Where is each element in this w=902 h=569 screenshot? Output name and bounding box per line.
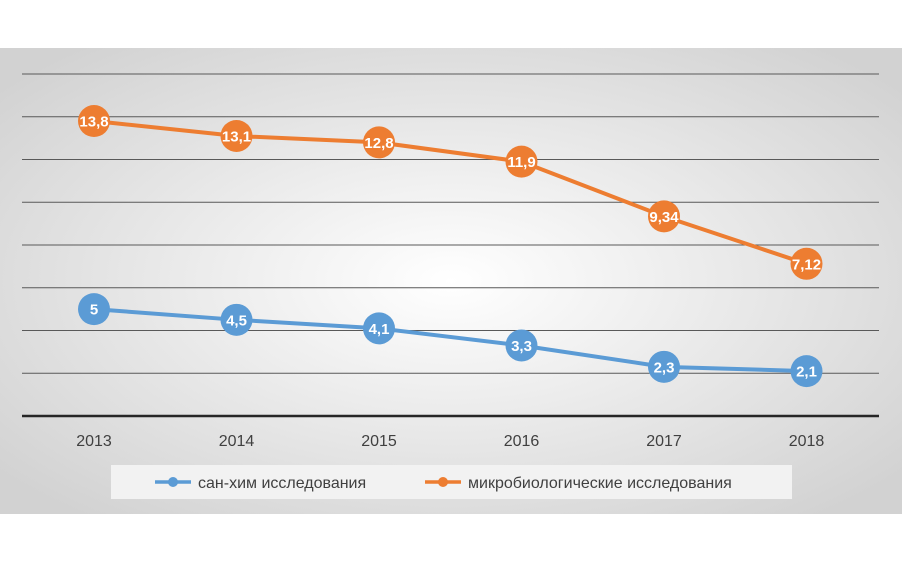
x-tick-label: 2018: [789, 433, 825, 450]
data-point: [505, 145, 538, 178]
data-point: [648, 200, 680, 233]
x-tick-label: 2017: [646, 433, 682, 450]
legend-item: микробиологические исследования: [425, 475, 732, 492]
x-tick-label: 2013: [76, 433, 112, 450]
legend-label: сан-хим исследования: [198, 475, 366, 492]
data-label: 4,5: [226, 312, 247, 329]
data-point: [790, 355, 823, 388]
data-label: 2,1: [796, 364, 817, 381]
data-point: [78, 105, 110, 138]
data-point: [363, 312, 395, 345]
x-tick-label: 2016: [504, 433, 540, 450]
series: 5 4,5 4,1 3,3 2,3 2,1: [78, 293, 823, 388]
data-point: [790, 247, 823, 280]
chart-background: [0, 48, 902, 514]
x-axis-tick-labels: 2013 2014 2015 2016 2017 2018: [76, 433, 824, 450]
data-point: [505, 329, 538, 362]
data-label: 5: [90, 302, 98, 319]
data-label: 9,34: [649, 209, 679, 226]
gridlines: [22, 73, 879, 374]
series-layer: 5 4,5 4,1 3,3 2,3 2,1 13,8 13,1 12,8 11,9 9,34 7,12: [78, 105, 823, 388]
x-tick-label: 2014: [219, 433, 255, 450]
data-label: 12,8: [364, 135, 393, 152]
data-point: [363, 126, 395, 159]
x-tick-label: 2015: [361, 433, 397, 450]
data-label: 4,1: [369, 321, 390, 338]
legend-marker: [438, 477, 448, 487]
data-label: 13,1: [222, 128, 251, 145]
data-point: [78, 293, 110, 326]
data-point: [648, 350, 680, 383]
data-label: 7,12: [792, 256, 821, 273]
data-point: [220, 119, 253, 152]
series-line: [92, 119, 809, 266]
legend-item: сан-хим исследования: [155, 475, 366, 492]
legend: сан-хим исследования микробиологические и…: [111, 465, 792, 499]
data-label: 2,3: [654, 359, 675, 376]
series-line: [92, 307, 809, 374]
legend-marker: [168, 477, 178, 487]
legend-label: микробиологические исследования: [468, 475, 732, 492]
data-label: 13,8: [79, 114, 108, 131]
data-label: 3,3: [511, 338, 532, 355]
series: 13,8 13,1 12,8 11,9 9,34 7,12: [78, 105, 823, 280]
data-point: [220, 303, 253, 336]
data-label: 11,9: [507, 154, 535, 171]
